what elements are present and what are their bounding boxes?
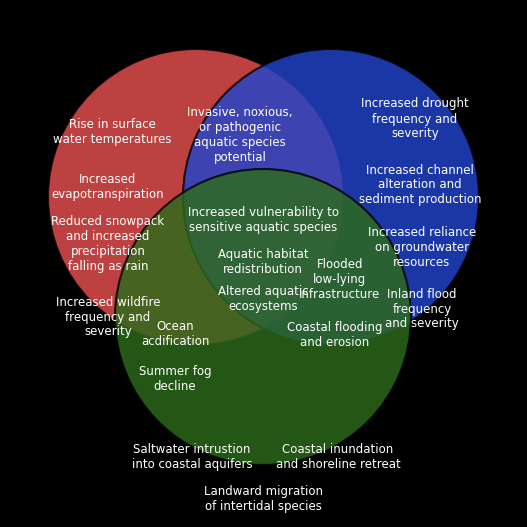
Text: Rise in surface
water temperatures: Rise in surface water temperatures <box>53 118 171 146</box>
Text: Coastal flooding
and erosion: Coastal flooding and erosion <box>287 321 383 349</box>
Circle shape <box>48 49 344 345</box>
Text: Increased
evapotranspiration: Increased evapotranspiration <box>52 173 164 201</box>
Circle shape <box>115 169 411 465</box>
Text: Ocean
acdification: Ocean acdification <box>141 320 209 348</box>
Text: Increased drought
frequency and
severity: Increased drought frequency and severity <box>361 97 469 141</box>
Text: Inland flood
frequency
and severity: Inland flood frequency and severity <box>385 288 459 330</box>
Text: Saltwater intrustion
into coastal aquifers: Saltwater intrustion into coastal aquife… <box>132 443 252 471</box>
Text: Coastal inundation
and shoreline retreat: Coastal inundation and shoreline retreat <box>276 443 401 471</box>
Text: Reduced snowpack
and increased
precipitation
falling as rain: Reduced snowpack and increased precipita… <box>52 215 164 273</box>
Text: Aquatic habitat
redistribution: Aquatic habitat redistribution <box>218 248 308 276</box>
Text: Summer fog
decline: Summer fog decline <box>139 365 211 393</box>
Text: Increased vulnerability to
sensitive aquatic species: Increased vulnerability to sensitive aqu… <box>188 206 338 234</box>
Text: Increased channel
alteration and
sediment production: Increased channel alteration and sedimen… <box>359 163 481 207</box>
Text: Increased reliance
on groundwater
resources: Increased reliance on groundwater resour… <box>368 226 476 268</box>
Text: Increased wildfire
frequency and
severity: Increased wildfire frequency and severit… <box>56 296 160 338</box>
Text: Flooded
low-lying
infrastructure: Flooded low-lying infrastructure <box>299 258 380 300</box>
Text: Invasive, noxious,
or pathogenic
aquatic species
potential: Invasive, noxious, or pathogenic aquatic… <box>187 106 293 164</box>
Text: Landward migration
of intertidal species: Landward migration of intertidal species <box>203 485 323 513</box>
Text: Altered aquatic
ecosystems: Altered aquatic ecosystems <box>218 285 308 313</box>
Circle shape <box>183 49 479 345</box>
